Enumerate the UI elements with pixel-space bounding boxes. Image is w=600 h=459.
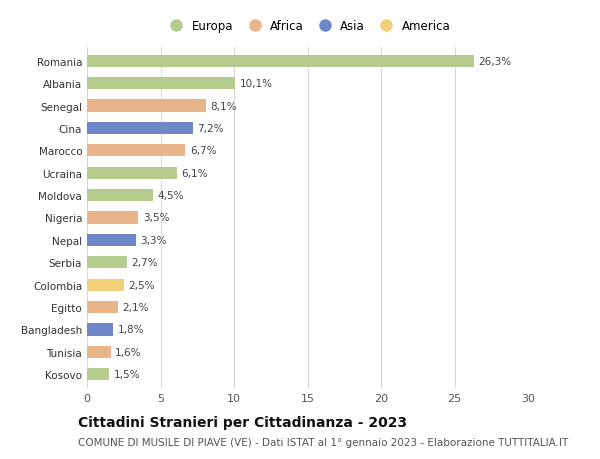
Text: 3,5%: 3,5% bbox=[143, 213, 169, 223]
Bar bbox=[87, 145, 185, 157]
Bar bbox=[87, 56, 473, 68]
Bar bbox=[87, 167, 176, 179]
Bar bbox=[87, 100, 206, 112]
Text: 8,1%: 8,1% bbox=[211, 101, 237, 111]
Text: COMUNE DI MUSILE DI PIAVE (VE) - Dati ISTAT al 1° gennaio 2023 - Elaborazione TU: COMUNE DI MUSILE DI PIAVE (VE) - Dati IS… bbox=[78, 437, 568, 447]
Text: Cittadini Stranieri per Cittadinanza - 2023: Cittadini Stranieri per Cittadinanza - 2… bbox=[78, 415, 407, 429]
Text: 4,5%: 4,5% bbox=[158, 190, 184, 201]
Text: 3,3%: 3,3% bbox=[140, 235, 166, 246]
Bar bbox=[87, 78, 235, 90]
Text: 26,3%: 26,3% bbox=[478, 56, 511, 67]
Text: 1,6%: 1,6% bbox=[115, 347, 142, 357]
Legend: Europa, Africa, Asia, America: Europa, Africa, Asia, America bbox=[164, 20, 451, 33]
Text: 6,1%: 6,1% bbox=[181, 168, 208, 179]
Bar bbox=[87, 324, 113, 336]
Bar bbox=[87, 257, 127, 269]
Text: 2,7%: 2,7% bbox=[131, 257, 158, 268]
Bar bbox=[87, 123, 193, 135]
Text: 10,1%: 10,1% bbox=[240, 79, 273, 89]
Bar bbox=[87, 346, 110, 358]
Bar bbox=[87, 190, 153, 202]
Bar bbox=[87, 212, 139, 224]
Text: 6,7%: 6,7% bbox=[190, 146, 217, 156]
Bar bbox=[87, 368, 109, 381]
Text: 7,2%: 7,2% bbox=[197, 123, 224, 134]
Bar bbox=[87, 234, 136, 246]
Bar bbox=[87, 279, 124, 291]
Text: 2,1%: 2,1% bbox=[122, 302, 149, 313]
Text: 1,8%: 1,8% bbox=[118, 325, 145, 335]
Text: 2,5%: 2,5% bbox=[128, 280, 155, 290]
Bar bbox=[87, 301, 118, 313]
Text: 1,5%: 1,5% bbox=[113, 369, 140, 380]
